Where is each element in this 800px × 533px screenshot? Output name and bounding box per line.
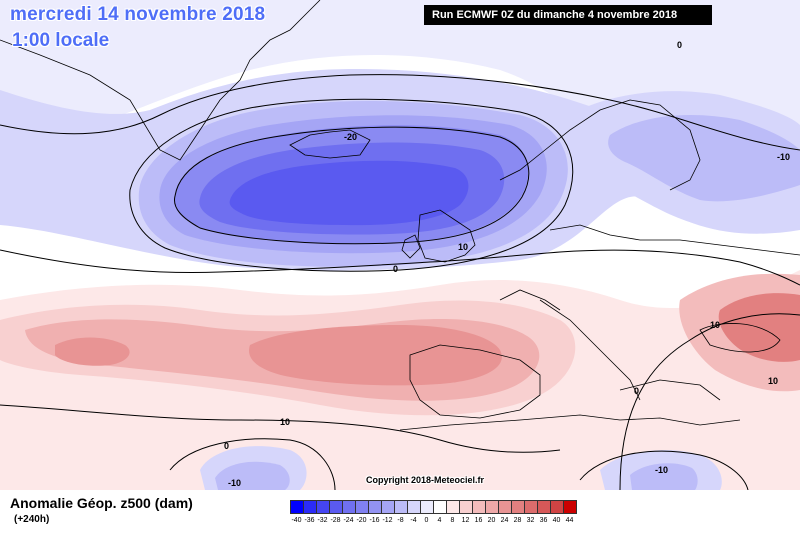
contour-label: 0: [677, 40, 682, 50]
legend-tick: 40: [552, 517, 561, 524]
anomaly-map: 0 -20 -10 10 0 10 10 0 10 0 -10 -10: [0, 0, 800, 490]
date-title: mercredi 14 novembre 2018: [10, 4, 266, 25]
legend-tick: -20: [356, 517, 367, 524]
legend-swatch: [394, 500, 408, 514]
contour-label: 10: [710, 320, 720, 330]
legend-subtitle: (+240h): [14, 514, 50, 525]
contour-label: -10: [228, 478, 241, 488]
legend-swatch: [316, 500, 330, 514]
legend-swatch: [420, 500, 434, 514]
legend-swatch: [550, 500, 564, 514]
legend-tick: -36: [304, 517, 315, 524]
legend-swatch: [485, 500, 499, 514]
legend-tick: -32: [317, 517, 328, 524]
legend-tick: 20: [487, 517, 496, 524]
legend-swatch: [329, 500, 343, 514]
legend-swatch: [446, 500, 460, 514]
run-info: Run ECMWF 0Z du dimanche 4 novembre 2018: [424, 5, 712, 25]
legend-tick: 32: [526, 517, 535, 524]
legend-swatch: [355, 500, 369, 514]
legend-tick: -16: [369, 517, 380, 524]
contour-label: 10: [768, 376, 778, 386]
legend-tick: 28: [513, 517, 522, 524]
contour-label: -20: [344, 132, 357, 142]
legend-swatch: [368, 500, 382, 514]
legend-tick: -28: [330, 517, 341, 524]
legend-tick: -4: [410, 517, 417, 524]
legend-tick: 12: [461, 517, 470, 524]
legend-swatch: [537, 500, 551, 514]
legend-swatch: [524, 500, 538, 514]
legend-title: Anomalie Géop. z500 (dam): [10, 495, 193, 511]
contour-label: 10: [280, 417, 290, 427]
legend-swatch: [407, 500, 421, 514]
legend-swatch: [303, 500, 317, 514]
legend-tick: -8: [397, 517, 404, 524]
legend-tick: 4: [437, 517, 442, 524]
legend-swatch: [381, 500, 395, 514]
contour-label: 0: [224, 441, 229, 451]
color-scale: [290, 500, 577, 514]
legend-tick: -12: [382, 517, 393, 524]
contour-label: 10: [458, 242, 468, 252]
legend-swatch: [511, 500, 525, 514]
legend-tick: 24: [500, 517, 509, 524]
legend-tick: 16: [474, 517, 483, 524]
legend-swatch: [472, 500, 486, 514]
legend-swatch: [290, 500, 304, 514]
legend-tick: 44: [565, 517, 574, 524]
contour-label: -10: [777, 152, 790, 162]
legend-tick: -40: [291, 517, 302, 524]
time-title: 1:00 locale: [12, 30, 110, 51]
legend-tick: -24: [343, 517, 354, 524]
copyright: Copyright 2018-Meteociel.fr: [366, 475, 485, 485]
legend-swatch: [433, 500, 447, 514]
legend-swatch: [563, 500, 577, 514]
legend-tick: 36: [539, 517, 548, 524]
color-scale-ticks: -40 -36 -32 -28 -24 -20 -16 -12 -8 -4 0 4 8 12 16 20 24 2…: [290, 517, 576, 524]
contour-label: 0: [634, 386, 639, 396]
legend-swatch: [498, 500, 512, 514]
legend-tick: 0: [424, 517, 429, 524]
legend-swatch: [342, 500, 356, 514]
contour-label: -10: [655, 465, 668, 475]
legend-tick: 8: [450, 517, 455, 524]
legend-swatch: [459, 500, 473, 514]
contour-label: 0: [393, 264, 398, 274]
